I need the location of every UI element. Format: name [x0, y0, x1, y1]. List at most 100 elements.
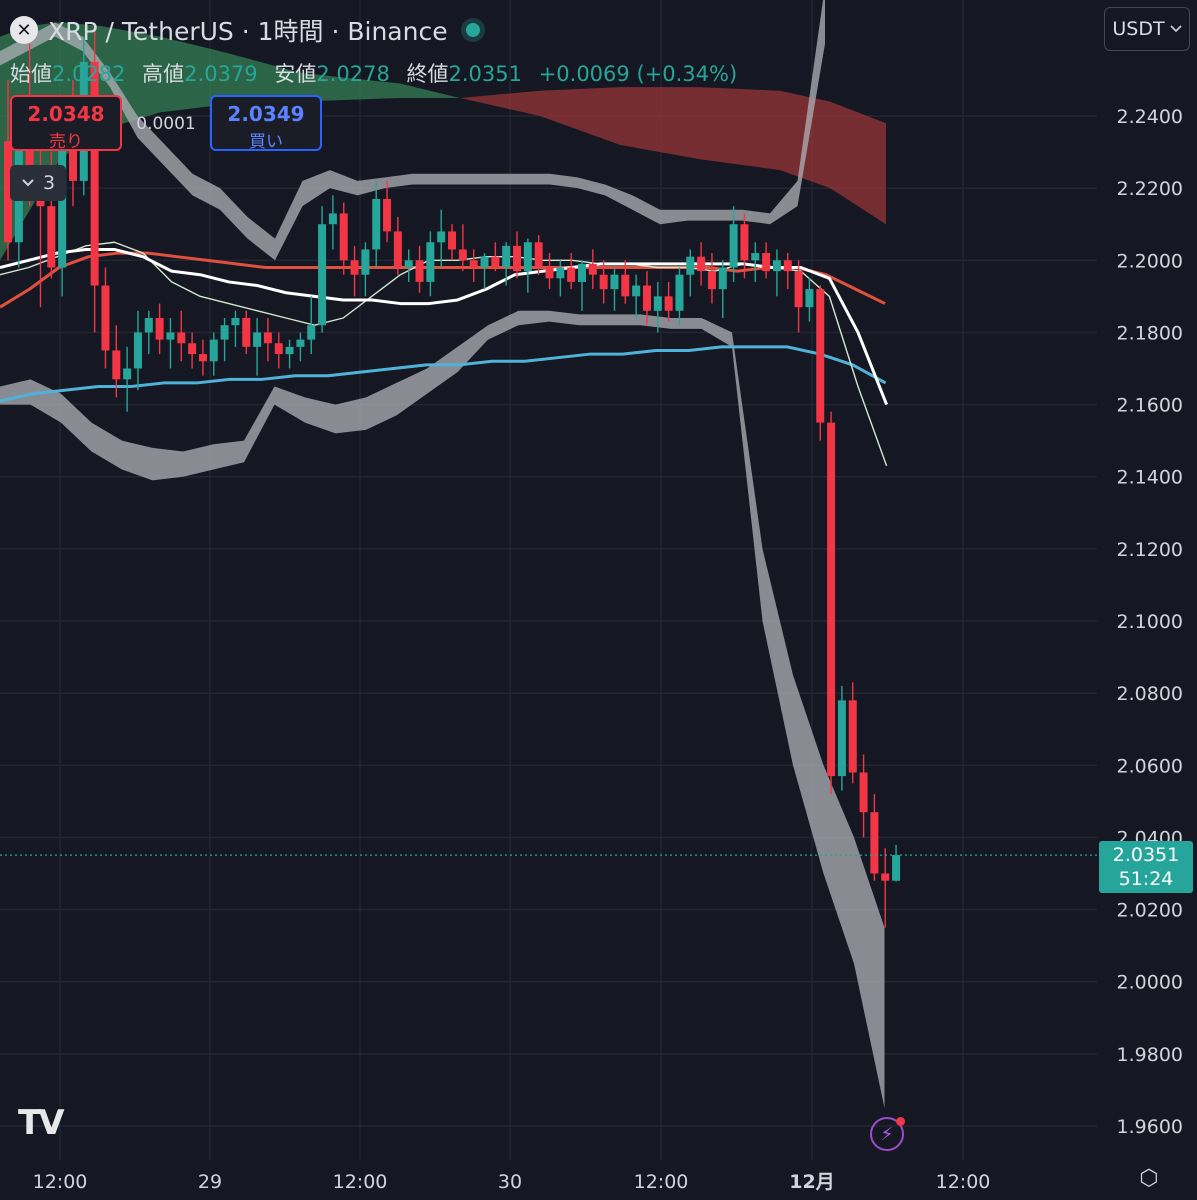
bar-countdown: 51:24	[1118, 868, 1174, 890]
sell-button[interactable]: 2.0348 売り	[10, 95, 122, 152]
symbol-title-row: ✕ XRP / TetherUS · 1時間 · Binance	[10, 12, 480, 48]
candle-body	[707, 271, 716, 290]
candle-body	[274, 343, 283, 355]
candle-body	[664, 296, 673, 311]
candle-body	[783, 260, 792, 272]
candle-body	[827, 422, 836, 777]
candle-body	[545, 267, 554, 279]
price-tick-label: 2.2000	[1117, 250, 1183, 272]
candle-body	[491, 256, 500, 268]
candle-body	[621, 274, 630, 297]
candle-body	[837, 700, 846, 777]
candle-body	[642, 285, 651, 311]
currency-select[interactable]: USDT	[1104, 7, 1190, 51]
candle-body	[523, 242, 532, 272]
price-tick-label: 2.1600	[1117, 395, 1183, 417]
candle-body	[47, 206, 56, 268]
candle-body	[751, 253, 760, 261]
candle-body	[729, 224, 738, 268]
upper-band	[0, 0, 825, 261]
candle-body	[469, 260, 478, 268]
buy-label: 買い	[249, 132, 283, 152]
price-tick-label: 2.2200	[1117, 178, 1183, 200]
change-value: +0.0069 (+0.34%)	[538, 62, 738, 86]
price-tick-label: 2.2400	[1117, 106, 1183, 128]
price-axis[interactable]: 2.2400 2.2200 2.2000 2.1800 2.1600 2.1400 2.12…	[1117, 106, 1183, 1138]
gear-icon[interactable]: ⬡	[1139, 1165, 1159, 1191]
candle-body	[350, 260, 359, 275]
logo-text: TV	[18, 1103, 64, 1143]
ma-blue-line	[0, 345, 887, 403]
candle-body	[296, 339, 305, 347]
buy-price: 2.0349	[227, 102, 305, 126]
candle-body	[155, 318, 164, 340]
candle-body	[339, 213, 348, 261]
open-value: 2.0282	[52, 62, 126, 86]
candle-body	[426, 242, 435, 282]
high-value: 2.0379	[184, 62, 258, 86]
buy-button[interactable]: 2.0349 買い	[210, 95, 322, 152]
price-tick-label: 2.0800	[1117, 683, 1183, 705]
candle-body	[242, 318, 251, 347]
candle-body	[198, 354, 207, 362]
candle-body	[632, 285, 641, 297]
symbol-title[interactable]: XRP / TetherUS · 1時間 · Binance	[48, 17, 448, 46]
notification-dot	[896, 1117, 905, 1126]
candle-body	[848, 700, 857, 773]
time-tick-label: 12月	[789, 1171, 834, 1193]
price-tick-label: 2.0200	[1117, 900, 1183, 922]
price-tick-label: 2.1200	[1117, 539, 1183, 561]
candle-body	[448, 231, 457, 250]
price-tick-label: 2.0600	[1117, 755, 1183, 777]
time-axis[interactable]: 12:00 29 12:00 30 12:00 12月 12:00	[33, 1171, 991, 1193]
time-tick-label: 12:00	[634, 1171, 689, 1193]
candle-body	[567, 267, 576, 282]
candle-body	[328, 213, 337, 225]
red-cloud	[460, 87, 886, 225]
high-label: 高値	[142, 62, 185, 86]
candle-body	[556, 267, 565, 279]
candle-body	[881, 873, 890, 881]
band-layer	[0, 0, 885, 1108]
price-tick-label: 2.1400	[1117, 467, 1183, 489]
candle-body	[383, 198, 392, 232]
candle-body	[675, 274, 684, 311]
indicator-collapse-button[interactable]: 3	[10, 165, 66, 201]
sell-label: 売り	[49, 132, 83, 152]
candle-body	[762, 253, 771, 272]
currency-value: USDT	[1112, 18, 1165, 40]
candle-body	[653, 296, 662, 311]
lightning-icon[interactable]: ⚡	[870, 1117, 904, 1151]
candle-body	[393, 231, 402, 268]
candle-body	[805, 289, 814, 308]
candle-body	[772, 260, 781, 272]
ma-white-line	[0, 247, 888, 406]
candle-body	[816, 289, 825, 423]
candle-body	[892, 855, 901, 881]
candle-body	[415, 260, 424, 282]
close-icon[interactable]: ✕	[10, 16, 38, 44]
candle-body	[133, 332, 142, 369]
candle-body	[859, 772, 868, 813]
chevron-down-icon	[22, 179, 34, 187]
candle-body	[101, 285, 110, 351]
candle-body	[404, 260, 413, 268]
price-tick-label: 2.1800	[1117, 322, 1183, 344]
candle-body	[307, 325, 316, 340]
candle-body	[740, 224, 749, 261]
price-tick-label: 1.9800	[1117, 1044, 1183, 1066]
spread-value: 0.0001	[136, 114, 196, 134]
ma-thin-line	[0, 241, 888, 467]
candle-body	[253, 332, 262, 347]
time-tick-label: 12:00	[33, 1171, 88, 1193]
tradingview-logo[interactable]: TV	[18, 1103, 64, 1143]
open-label: 始値	[10, 62, 52, 86]
price-tick-label: 2.0000	[1117, 972, 1183, 994]
time-tick-label: 30	[498, 1171, 522, 1193]
candle-body	[144, 318, 153, 333]
last-price-value: 2.0351	[1112, 844, 1180, 866]
chevron-down-icon	[1170, 25, 1182, 33]
market-open-icon	[465, 23, 480, 37]
candle-body	[599, 274, 608, 290]
